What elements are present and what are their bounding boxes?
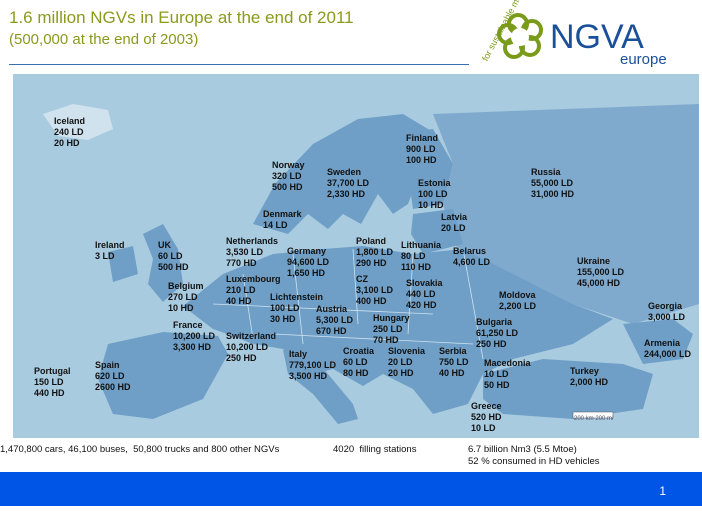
label-uk: UK 60 LD 500 HD — [158, 240, 189, 272]
stats-energy: 6.7 billion Nm3 (5.5 Mtoe) 52 % consumed… — [468, 444, 600, 467]
europe-map-shapes — [13, 74, 699, 438]
label-sweden: Sweden 37,700 LD 2,330 HD — [327, 167, 370, 199]
label-iceland: Iceland 240 LD 20 HD — [54, 116, 86, 148]
label-norway: Norway 320 LD 500 HD — [272, 160, 305, 192]
label-russia: Russia 55,000 LD 31,000 HD — [531, 167, 575, 199]
title-divider — [9, 64, 469, 65]
label-bulgaria: Bulgaria 61,250 LD 250 HD — [476, 317, 519, 349]
label-lichtenstein: Lichtenstein 100 LD 30 HD — [270, 292, 324, 324]
label-austria: Austria 5,300 LD 670 HD — [316, 304, 354, 336]
ngva-logo: for sustainable mobility NGVA europe — [470, 0, 702, 72]
footer-bar: 1 — [0, 472, 702, 506]
label-poland: Poland 1,800 LD 290 HD — [356, 236, 394, 268]
label-georgia: Georgia 3,000 LD — [648, 301, 686, 322]
label-hungary: Hungary 250 LD 70 HD — [373, 313, 410, 345]
label-netherlands: Netherlands 3,530 LD 770 HD — [226, 236, 279, 268]
label-armenia: Armenia 244,000 LD — [644, 338, 692, 359]
label-spain: Spain 620 LD 2600 HD — [95, 360, 131, 392]
stats-stations: 4020 filling stations — [333, 444, 417, 455]
label-serbia: Serbia 750 LD 40 HD — [439, 346, 469, 378]
label-slovakia: Slovakia 440 LD 420 HD — [406, 278, 443, 310]
logo-region: europe — [620, 51, 667, 68]
label-france: France 10,200 LD 3,300 HD — [173, 320, 216, 352]
stats-vehicles: 1,470,800 cars, 46,100 buses, 50,800 tru… — [0, 444, 280, 455]
page-title: 1.6 million NGVs in Europe at the end of… — [9, 8, 354, 27]
label-moldova: Moldova 2,200 LD — [499, 290, 537, 311]
map-scale: 200 km 200 mi — [574, 416, 614, 422]
label-luxembourg: Luxembourg 210 LD 40 HD — [226, 274, 281, 306]
label-estonia: Estonia 100 LD 10 HD — [418, 178, 451, 210]
label-slovenia: Slovenia 20 LD 20 HD — [388, 346, 426, 378]
page-subtitle: (500,000 at the end of 2003) — [9, 31, 199, 48]
label-ireland: Ireland 3 LD — [95, 240, 125, 261]
label-portugal: Portugal 150 LD 440 HD — [34, 366, 71, 398]
label-belarus: Belarus 4,600 LD — [453, 246, 491, 267]
logo-wordmark: NGVA — [550, 18, 644, 56]
europe-map — [13, 74, 699, 438]
label-ukraine: Ukraine 155,000 LD 45,000 HD — [577, 256, 625, 288]
logo-flower-icon: for sustainable mobility NGVA europe — [480, 0, 667, 68]
label-macedonia: Macedonia 10 LD 50 HD — [484, 358, 531, 390]
label-croatia: Croatia 60 LD 80 HD — [343, 346, 375, 378]
label-latvia: Latvia 20 LD — [441, 212, 468, 233]
scale-bar — [572, 411, 614, 419]
label-greece: Greece 520 HD 10 LD — [471, 401, 502, 433]
label-finland: Finland 900 LD 100 HD — [406, 133, 438, 165]
label-germany: Germany 94,600 LD 1,650 HD — [287, 246, 330, 278]
label-italy: Italy 779,100 LD 3,500 HD — [289, 349, 337, 381]
label-turkey: Turkey 2,000 HD — [570, 366, 609, 387]
label-belgium: Belgium 270 LD 10 HD — [168, 281, 204, 313]
page-number: 1 — [659, 484, 666, 498]
label-cz: CZ 3,100 LD 400 HD — [356, 274, 394, 306]
label-denmark: Denmark 14 LD — [263, 209, 302, 230]
label-lithuania: Lithuania 80 LD 110 HD — [401, 240, 441, 272]
label-switzerland: Switzerland 10,200 LD 250 HD — [226, 331, 277, 363]
